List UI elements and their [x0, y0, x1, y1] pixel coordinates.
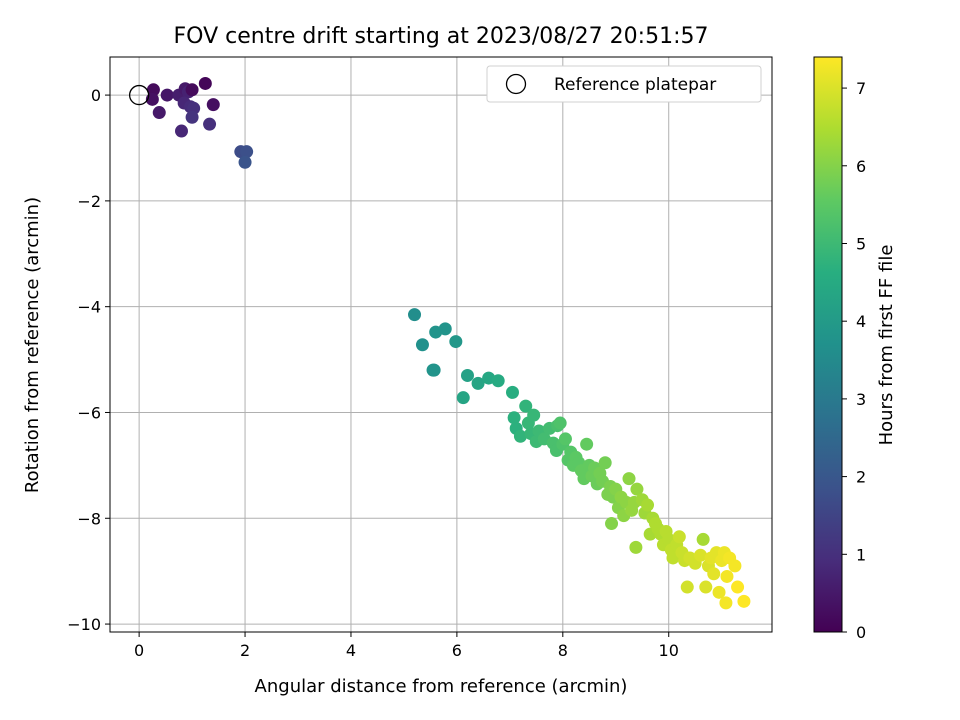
data-point	[553, 416, 567, 430]
data-point	[731, 580, 745, 594]
data-point	[491, 374, 505, 388]
colorbar-tick-label: 5	[856, 234, 866, 253]
data-point	[513, 429, 527, 443]
colorbar-tick-label: 2	[856, 468, 866, 487]
data-point	[427, 363, 441, 377]
plot-frame	[109, 56, 773, 633]
data-point	[206, 98, 220, 112]
y-tick-label: −10	[67, 615, 101, 634]
data-point	[707, 567, 721, 581]
data-point	[146, 83, 160, 97]
data-point	[185, 110, 199, 124]
x-tick-label: 10	[659, 641, 679, 660]
data-point	[641, 498, 655, 512]
x-axis-label: Angular distance from reference (arcmin)	[255, 676, 628, 697]
data-point	[198, 76, 212, 90]
data-point	[622, 472, 636, 486]
colorbar-gradient	[813, 56, 843, 633]
data-point	[694, 548, 708, 562]
data-points	[145, 76, 751, 610]
x-tick-label: 4	[346, 641, 356, 660]
y-axis-ticks: 0 −2 −4 −6 −8 −10	[67, 86, 110, 634]
data-point	[680, 580, 694, 594]
data-point	[449, 335, 463, 349]
y-tick-label: 0	[91, 86, 101, 105]
y-tick-label: −4	[77, 298, 101, 317]
colorbar-tick-label: 4	[856, 312, 866, 331]
data-point	[152, 106, 166, 120]
colorbar-tick-label: 1	[856, 545, 866, 564]
data-point	[185, 83, 199, 97]
data-point	[519, 399, 533, 413]
data-point	[160, 88, 174, 102]
data-point	[712, 585, 726, 599]
data-point	[699, 580, 713, 594]
data-point	[728, 559, 742, 573]
legend-box	[486, 65, 762, 103]
data-point	[719, 596, 733, 610]
data-point	[630, 482, 644, 496]
reference-point	[128, 84, 150, 106]
x-axis-ticks: 0 2 4 6 8 10	[134, 632, 679, 660]
data-point	[240, 145, 254, 159]
y-axis-label: Rotation from reference (arcmin)	[22, 197, 43, 493]
data-point	[558, 432, 572, 446]
colorbar-ticks: 0 1 2 3 4 5 6 7	[842, 79, 866, 642]
data-point	[174, 124, 188, 138]
x-tick-label: 0	[134, 641, 144, 660]
colorbar-label: Hours from first FF file	[876, 245, 897, 446]
reference-marker	[128, 84, 150, 106]
grid-lines	[110, 57, 772, 632]
colorbar-tick-label: 7	[856, 79, 866, 98]
colorbar-tick-label: 3	[856, 390, 866, 409]
legend: Reference platepar	[486, 65, 762, 103]
data-point	[720, 569, 734, 583]
data-point	[580, 437, 594, 451]
data-point	[438, 322, 452, 336]
data-point	[203, 117, 217, 131]
chart-title: FOV centre drift starting at 2023/08/27 …	[174, 24, 709, 49]
legend-label: Reference platepar	[554, 75, 716, 95]
y-tick-label: −6	[77, 403, 101, 422]
y-tick-label: −2	[77, 192, 101, 211]
legend-marker	[505, 73, 527, 95]
data-point	[456, 391, 470, 405]
x-tick-label: 6	[452, 641, 462, 660]
data-point	[460, 368, 474, 382]
colorbar: 0 1 2 3 4 5 6 7 Hours from first FF file	[813, 56, 897, 642]
data-point	[238, 155, 252, 169]
data-point	[598, 456, 612, 470]
data-point	[505, 385, 519, 399]
colorbar-tick-label: 0	[856, 623, 866, 642]
data-point	[737, 594, 751, 608]
x-tick-label: 2	[240, 641, 250, 660]
data-point	[629, 540, 643, 554]
data-point	[471, 376, 485, 390]
colorbar-tick-label: 6	[856, 157, 866, 176]
y-tick-label: −8	[77, 509, 101, 528]
data-point	[408, 308, 422, 322]
data-point	[696, 532, 710, 546]
data-point	[507, 411, 521, 425]
data-point	[605, 517, 619, 531]
data-point	[527, 408, 541, 422]
data-point	[672, 530, 686, 544]
x-tick-label: 8	[558, 641, 568, 660]
data-point	[415, 338, 429, 352]
